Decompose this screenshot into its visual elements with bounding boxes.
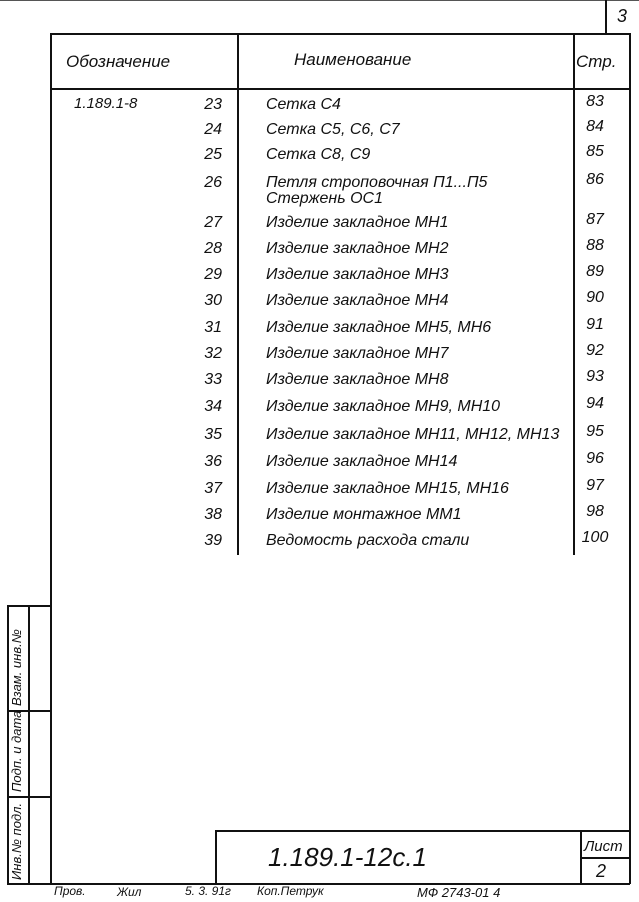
side-stamp-divider — [7, 796, 50, 798]
row-page: 96 — [586, 450, 604, 467]
designation-code: 1.189.1-8 — [74, 95, 138, 112]
document-code: 1.189.1-12с.1 — [268, 842, 428, 872]
footer-copied: Коп.Петрук — [257, 884, 324, 898]
row-name: Изделие монтажное ММ1 — [266, 506, 462, 523]
corner-sheet-number: 3 — [617, 6, 628, 26]
row-number: 35 — [204, 426, 222, 443]
row-number: 31 — [204, 319, 222, 336]
row-name: Изделие закладное МН4 — [266, 292, 449, 309]
row-number: 33 — [204, 371, 222, 388]
frame-left — [50, 33, 52, 884]
row-number: 28 — [204, 240, 222, 257]
row-page: 92 — [586, 342, 604, 359]
row-number: 37 — [204, 480, 222, 497]
sheet-label: Лист — [584, 838, 623, 855]
row-name: Изделие закладное МН15, МН16 — [266, 480, 509, 497]
side-stamp-left — [7, 605, 9, 884]
header-designation: Обозначение — [66, 52, 171, 71]
row-page: 93 — [586, 368, 604, 385]
row-page: 90 — [586, 289, 604, 306]
header-name: Наименование — [294, 50, 412, 69]
row-number: 32 — [204, 345, 222, 362]
row-page: 89 — [586, 263, 604, 280]
sheet-number: 2 — [596, 861, 607, 881]
sheet-box-divider — [580, 857, 630, 859]
page-top-edge — [0, 0, 639, 1]
row-page: 87 — [586, 211, 604, 228]
row-number: 34 — [204, 398, 222, 415]
row-page: 83 — [586, 93, 604, 110]
row-number: 39 — [204, 532, 222, 549]
footer-date: 5. 3. 91г — [185, 884, 231, 898]
row-number: 36 — [204, 453, 222, 470]
row-page: 88 — [586, 237, 604, 254]
row-name: Изделие закладное МН11, МН12, МН13 — [266, 426, 560, 443]
footer-checked: Пров. — [54, 884, 86, 898]
row-name: Изделие закладное МН5, МН6 — [266, 319, 492, 336]
row-number: 38 — [204, 506, 222, 523]
row-name: Изделие закладное МН7 — [266, 345, 449, 362]
row-number: 27 — [204, 214, 222, 231]
title-block-left — [215, 830, 217, 884]
row-name: Ведомость расхода стали — [266, 532, 470, 549]
row-name: Изделие закладное МН9, МН10 — [266, 398, 501, 415]
row-page: 85 — [586, 143, 604, 160]
title-block-top — [215, 830, 630, 832]
sign-date-label: Подп. и дата — [9, 710, 24, 792]
row-number: 30 — [204, 292, 222, 309]
row-page: 95 — [586, 423, 604, 440]
row-number: 29 — [204, 266, 222, 283]
side-stamp-divider — [7, 710, 50, 712]
row-page: 98 — [586, 503, 604, 520]
side-stamp-inner — [28, 605, 30, 884]
row-name: Изделие закладное МН8 — [266, 371, 449, 388]
header-divider — [50, 88, 630, 90]
row-page: 100 — [581, 529, 609, 546]
frame-right — [629, 33, 631, 884]
row-name: Изделие закладное МН2 — [266, 240, 449, 257]
inv-orig-label: Инв.№ подл. — [9, 802, 24, 880]
corner-box-line — [605, 0, 607, 33]
row-number: 25 — [204, 146, 222, 163]
row-page: 94 — [586, 395, 604, 412]
row-name: Изделие закладное МН1 — [266, 214, 449, 231]
frame-top — [50, 33, 630, 35]
header-page: Стр. — [576, 52, 617, 71]
row-name: Сетка С8, С9 — [266, 146, 371, 163]
frame-bottom — [7, 883, 630, 885]
row-number: 26 — [204, 174, 222, 191]
row-page: 84 — [586, 118, 604, 135]
row-page: 86 — [586, 171, 604, 188]
row-name: Изделие закладное МН3 — [266, 266, 449, 283]
row-name: Сетка С5, С6, С7 — [266, 121, 400, 138]
row-name: Изделие закладное МН14 — [266, 453, 458, 470]
footer-signature: Жил — [117, 885, 142, 899]
row-number: 23 — [204, 96, 222, 113]
row-number: 24 — [204, 121, 222, 138]
column-divider — [237, 33, 239, 555]
column-divider — [573, 33, 575, 555]
footer-format: МФ 2743-01 4 — [417, 885, 501, 900]
side-stamp-top — [7, 605, 50, 607]
replace-inv-label: Взам. инв.№ — [9, 629, 24, 706]
row-name-line2: Стержень ОС1 — [266, 190, 383, 207]
row-page: 91 — [586, 316, 604, 333]
row-name: Сетка С4 — [266, 96, 341, 113]
row-name: Петля строповочная П1...П5 — [266, 174, 488, 191]
row-page: 97 — [586, 477, 604, 494]
